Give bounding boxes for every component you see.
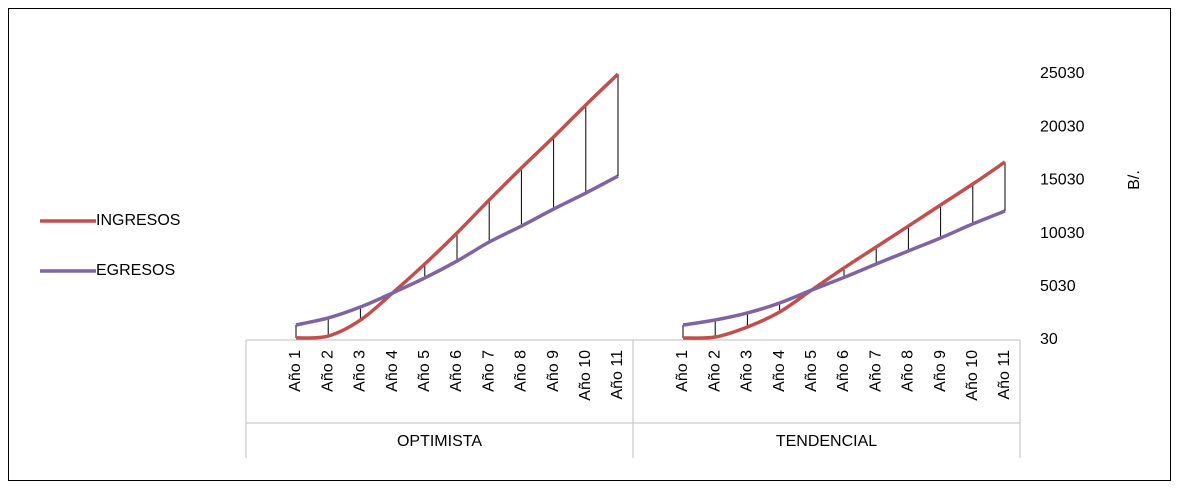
x-tick-label: Año 7 xyxy=(867,350,884,392)
x-tick-label: Año 1 xyxy=(287,350,304,392)
y-tick-label: 10030 xyxy=(1040,225,1085,242)
group-label: TENDENCIAL xyxy=(776,433,877,450)
legend-label: EGRESOS xyxy=(96,262,175,279)
x-tick-label: Año 9 xyxy=(932,350,949,392)
y-tick-label: 30 xyxy=(1040,331,1058,348)
x-tick-label: Año 3 xyxy=(352,350,369,392)
x-tick-label: Año 5 xyxy=(416,350,433,392)
x-tick-label: Año 4 xyxy=(384,350,401,392)
series-line xyxy=(682,209,1006,327)
y-tick-label: 20030 xyxy=(1040,118,1085,135)
x-tick-label: Año 8 xyxy=(513,350,530,392)
x-tick-label: Año 1 xyxy=(674,350,691,392)
x-tick-label: Año 8 xyxy=(900,350,917,392)
y-tick-label: 15030 xyxy=(1040,172,1085,189)
x-tick-label: Año 2 xyxy=(706,350,723,392)
x-tick-label: Año 2 xyxy=(319,350,336,392)
x-tick-label: Año 6 xyxy=(448,350,465,392)
y-axis-label: B/. xyxy=(1126,170,1143,190)
x-tick-label: Año 9 xyxy=(545,350,562,392)
series-line xyxy=(295,174,619,327)
x-tick-label: Año 11 xyxy=(996,350,1013,400)
series-line xyxy=(682,160,1006,340)
x-tick-label: Año 5 xyxy=(803,350,820,392)
x-tick-label: Año 4 xyxy=(771,350,788,392)
series-line xyxy=(295,72,620,340)
x-tick-label: Año 3 xyxy=(739,350,756,392)
x-tick-label: Año 10 xyxy=(577,350,594,401)
chart-border xyxy=(8,8,1171,481)
group-label: OPTIMISTA xyxy=(397,433,482,450)
x-tick-label: Año 11 xyxy=(609,350,626,400)
x-tick-label: Año 10 xyxy=(964,350,981,401)
y-tick-label: 25030 xyxy=(1040,65,1085,82)
y-tick-label: 5030 xyxy=(1040,278,1076,295)
x-tick-label: Año 6 xyxy=(835,350,852,392)
legend-label: INGRESOS xyxy=(96,212,180,229)
x-tick-label: Año 7 xyxy=(480,350,497,392)
